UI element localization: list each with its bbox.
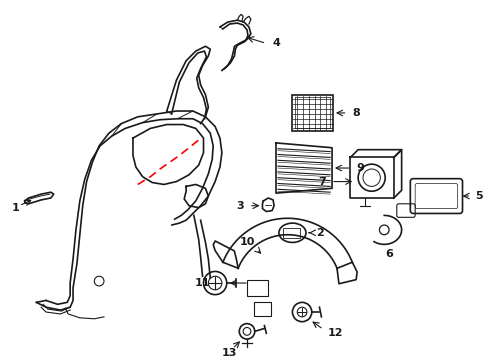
Bar: [254, 302, 271, 316]
Text: 2: 2: [317, 228, 324, 238]
Text: 3: 3: [237, 201, 244, 211]
Text: 6: 6: [385, 249, 393, 259]
Text: 9: 9: [356, 163, 364, 173]
Bar: [283, 228, 300, 238]
Text: 7: 7: [318, 176, 326, 186]
Text: 8: 8: [352, 108, 360, 118]
Text: 10: 10: [239, 238, 255, 247]
Text: 11: 11: [195, 278, 210, 288]
Bar: [247, 280, 268, 296]
Text: 4: 4: [272, 39, 280, 48]
Bar: [293, 95, 333, 131]
Text: 1: 1: [11, 203, 19, 213]
Text: 5: 5: [475, 191, 483, 201]
Text: 13: 13: [222, 348, 237, 357]
Text: 12: 12: [327, 328, 343, 338]
